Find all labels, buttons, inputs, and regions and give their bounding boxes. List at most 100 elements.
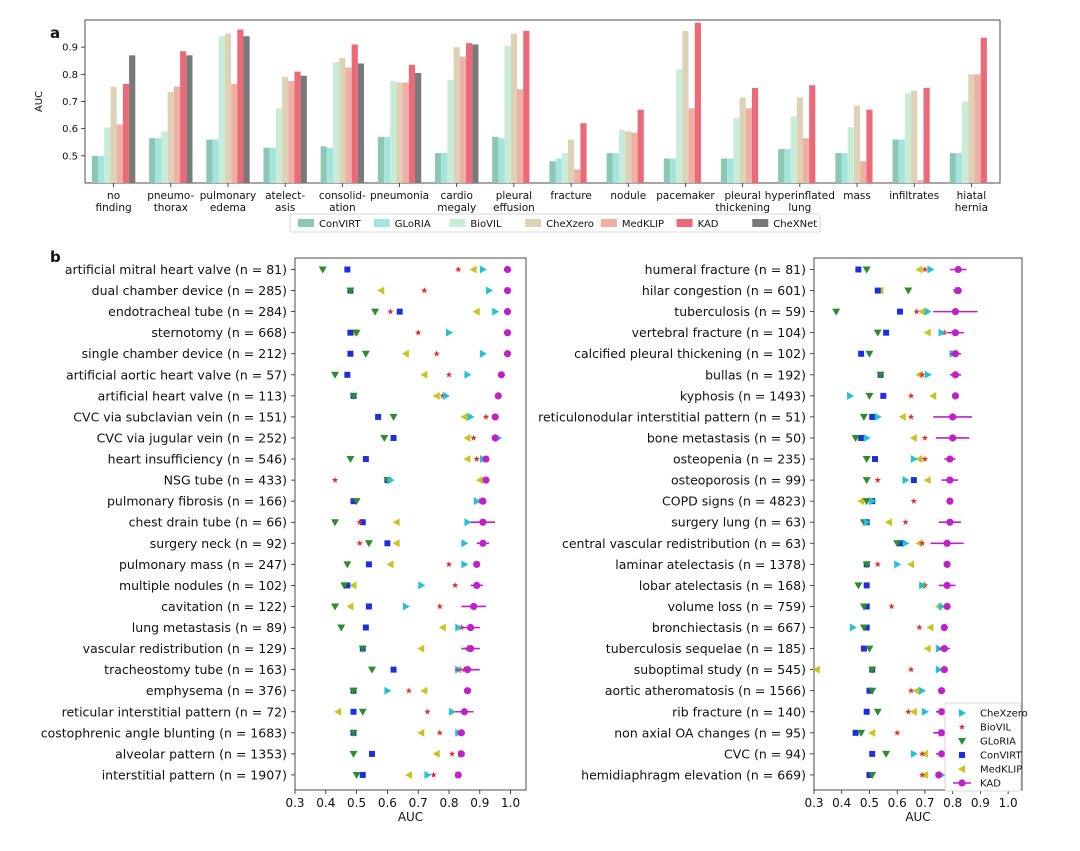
point-kad-artificial-aortic-heart-valve [497, 371, 505, 379]
bar-kad-no-finding [122, 83, 130, 183]
row-label: hilar congestion (n = 601) [642, 283, 806, 298]
bar-kad-cardio-megaly [466, 43, 473, 183]
point-convirt-tuberculosis-sequelae [860, 645, 867, 652]
point-biovil-aortic-atheromatosis [907, 687, 915, 694]
x-tick-label: 1.0 [999, 796, 1018, 810]
point-biovil-chest-drain-tube [356, 518, 363, 525]
bar-medklip-hiatal-hernia [974, 74, 981, 183]
point-convirt-non-axial-oa-changes [852, 729, 859, 736]
point-chexzero-emphysema [384, 686, 392, 695]
point-convirt-chest-drain-tube [359, 519, 366, 526]
legend-marker-gloria [958, 738, 966, 745]
bar-convirt-no-finding [91, 155, 99, 183]
x-tick-label: hernia [955, 202, 988, 214]
x-tick-label: effusion [493, 202, 535, 214]
point-gloria-emphysema [349, 687, 358, 695]
row-label: osteopenia (n = 235) [673, 452, 806, 467]
point-kad-bullas [951, 371, 960, 379]
point-chexzero-laminar-atelectasis [894, 560, 902, 569]
point-medklip-endotracheal-tube [472, 307, 480, 316]
bar-convirt-hiatal-hernia [949, 153, 956, 183]
legend-marker-biovil [958, 723, 966, 730]
point-kad-lobar-atelectasis [943, 581, 951, 590]
point-gloria-osteopenia [862, 456, 871, 464]
x-tick-label: fracture [550, 190, 592, 202]
point-chexzero-suboptimal-study [935, 665, 943, 674]
bar-convirt-pulmonary-edema [206, 139, 213, 183]
bar-medklip-pleural-effusion [517, 89, 524, 183]
bar-kad-pacemaker [694, 22, 701, 183]
row-label: alveolar pattern (n = 1353) [115, 746, 287, 761]
point-chexzero-endotracheal-tube [492, 307, 500, 316]
x-tick-label: 0.6 [888, 796, 907, 810]
row-label: artificial mitral heart valve (n = 81) [65, 262, 287, 277]
point-biovil-sternotomy [414, 329, 422, 336]
bar-chexnet-no-finding [129, 55, 136, 183]
bar-biovil-mass [847, 127, 854, 183]
point-chexzero-chest-drain-tube [464, 518, 472, 527]
point-kad-vascular-redistribution [466, 644, 475, 653]
bar-kad-atelect-asis [294, 71, 301, 183]
point-gloria-laminar-atelectasis [862, 561, 871, 569]
legend-label-kad: KAD [980, 779, 1001, 790]
point-medklip-artificial-heart-valve [432, 391, 440, 400]
legend-label-convirt: ConVIRT [319, 219, 361, 230]
row-label: reticulonodular interstitial pattern (n … [538, 409, 806, 424]
point-convirt-surgery-neck [384, 540, 391, 547]
row-label: vascular redistribution (n = 129) [83, 641, 287, 656]
bar-chexnet-consolid-ation [357, 63, 365, 183]
point-kad-osteoporosis [946, 476, 954, 484]
bar-chexnet-pneumonia [415, 72, 422, 183]
row-label: laminar atelectasis (n = 1378) [615, 557, 806, 572]
x-tick-label: 1.0 [501, 796, 520, 810]
point-convirt-hilar-congestion [874, 287, 881, 294]
point-chexzero-osteopenia [910, 455, 918, 464]
x-tick-label: finding [96, 202, 132, 214]
point-kad-calcified-pleural-thickening [951, 350, 960, 358]
point-chexzero-single-chamber-device [479, 349, 487, 358]
point-medklip-cavitation [346, 602, 354, 611]
point-medklip-laminar-atelectasis [907, 560, 915, 569]
bar-kad-mass [866, 109, 873, 183]
panel-b-right-dot-plot: 0.3 0.4 0.5 0.6 0.7 0.8 0.9 1.0 AUC humeral fract… [538, 257, 1028, 824]
point-kad-central-vascular-redistribution [943, 539, 951, 547]
row-label: sternotomy (n = 668) [151, 325, 287, 340]
point-gloria-kyphosis [865, 392, 874, 400]
bar-convirt-pacemaker [663, 158, 670, 183]
row-label: humeral fracture (n = 81) [645, 262, 806, 277]
point-chexzero-cvc [910, 749, 918, 758]
point-kad-heart-insufficiency [482, 455, 490, 463]
bar-convirt-mass [835, 153, 842, 183]
point-medklip-single-chamber-device [401, 349, 409, 358]
bar-convirt-pleural-thickening [720, 158, 728, 183]
row-label: vertebral fracture (n = 104) [632, 325, 806, 340]
point-convirt-reticular-interstitial-pattern [350, 708, 357, 715]
legend-swatch-chexnet [752, 219, 769, 227]
point-convirt-lobar-atelectasis [863, 582, 870, 589]
point-kad-lung-metastasis [466, 623, 475, 632]
bar-chexzero-hiatal-hernia [968, 74, 975, 183]
point-gloria-surgery-neck [364, 540, 373, 548]
bar-gloria-pleural-thickening [727, 158, 734, 183]
point-chexzero-rib-fracture [921, 707, 929, 716]
bar-gloria-pulmonary-edema [212, 139, 219, 183]
point-gloria-lung-metastasis [337, 624, 346, 632]
legend: CheXzero BioVIL GLoRIA ConVIRT MedKLIP KAD [944, 702, 1028, 792]
bar-kad-pneumonia [408, 64, 416, 183]
bar-medklip-no-finding [116, 124, 123, 183]
bar-chexzero-pleural-effusion [510, 33, 518, 184]
point-gloria-calcified-pleural-thickening [865, 350, 874, 358]
point-biovil-bronchiectasis [916, 624, 923, 631]
bar-gloria-hiatal-hernia [955, 153, 963, 183]
point-gloria-endotracheal-tube [371, 308, 380, 316]
point-gloria-cvc-via-subclavian-vein [389, 413, 398, 421]
point-kad-humeral-fracture [954, 265, 962, 274]
point-biovil-volume-loss [888, 603, 895, 610]
point-convirt-bone-metastasis [858, 434, 865, 441]
point-convirt-artificial-aortic-heart-valve [344, 371, 351, 378]
bar-medklip-pulmonary-edema [231, 83, 238, 183]
point-chexzero-artificial-aortic-heart-valve [464, 370, 472, 379]
point-gloria-interstitial-pattern [352, 771, 361, 779]
point-biovil-central-vascular-redistribution [918, 539, 926, 547]
